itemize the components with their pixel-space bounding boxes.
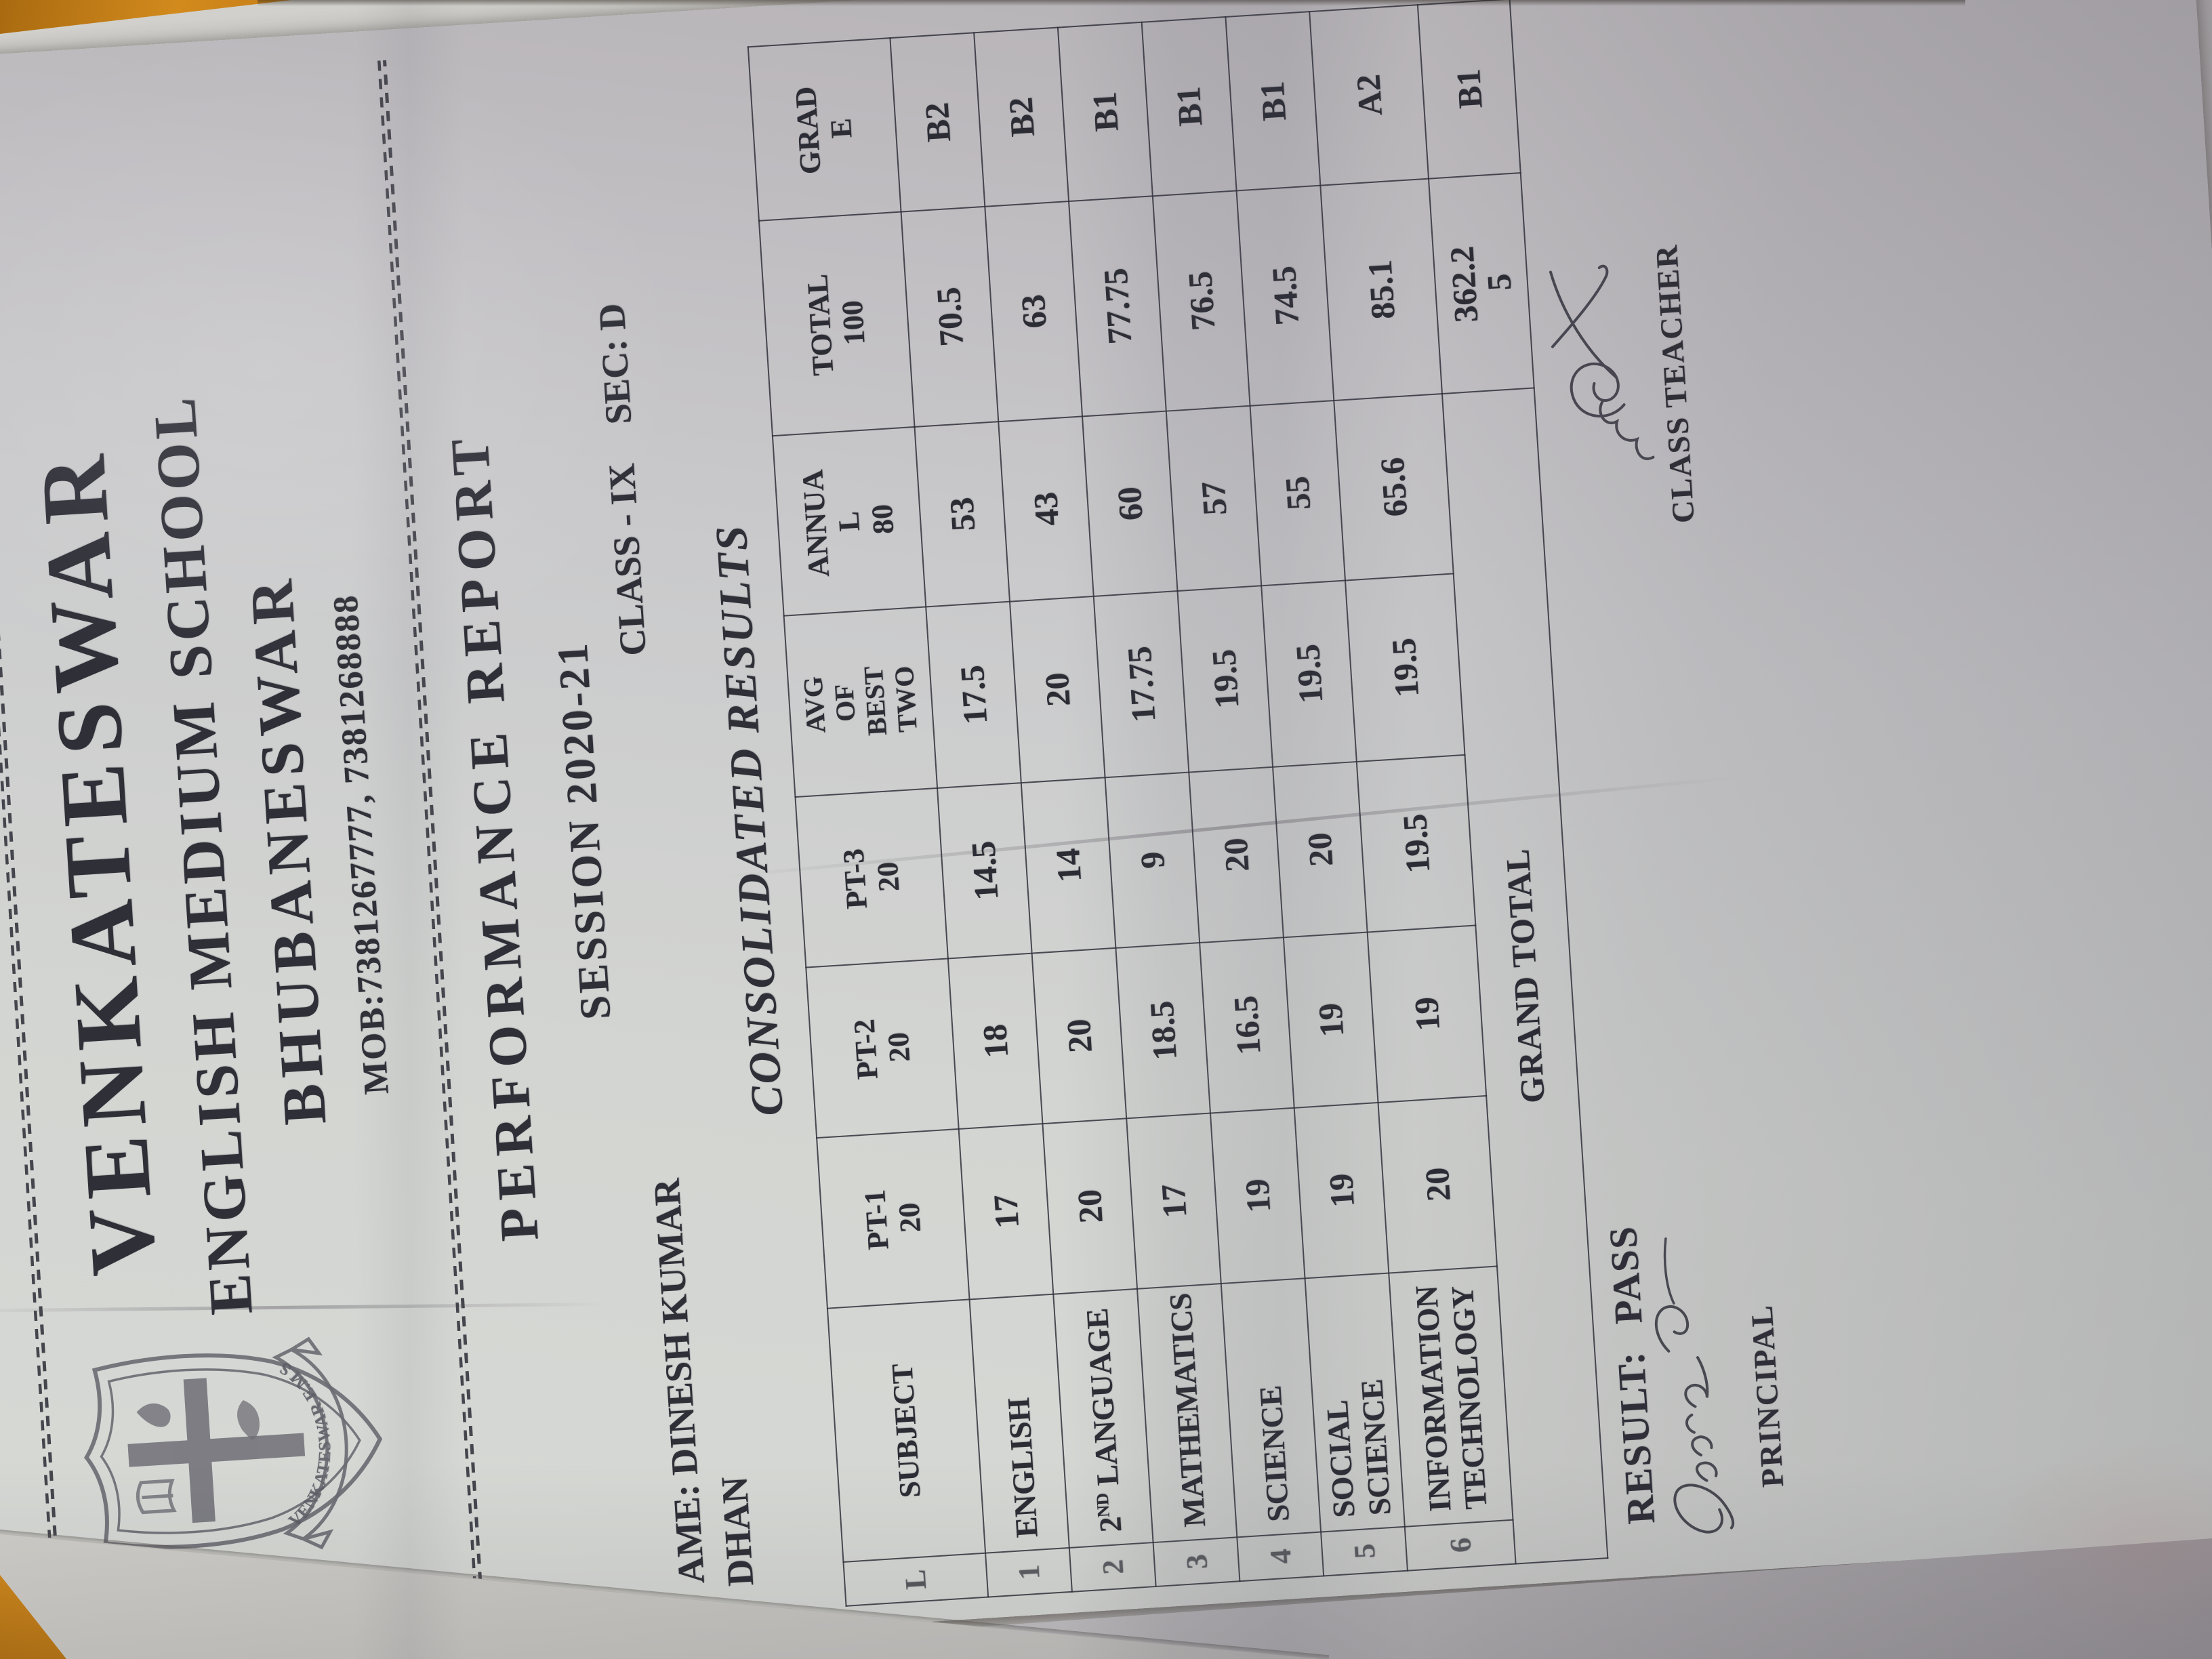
cell-total: 76.5 [1152, 190, 1250, 411]
sl-cell: 1 [985, 1547, 1072, 1597]
cell-total: 85.1 [1320, 178, 1442, 401]
col-header-subject: SUBJECT [827, 1299, 986, 1562]
subject-text: LANGUAGE [1079, 1307, 1126, 1494]
cell-pt1: 19 [1294, 1103, 1389, 1279]
cell-pt3: 14 [1021, 777, 1116, 954]
cell-grade: B1 [1141, 16, 1237, 197]
cell-pt3: 14.5 [937, 783, 1032, 959]
cell-grade: A2 [1309, 5, 1429, 186]
cell-total: 77.75 [1069, 196, 1166, 417]
crest-bird-icon [237, 1400, 260, 1441]
col-header-annual: ANNUA L 80 [772, 426, 926, 616]
crest-book-icon [136, 1479, 177, 1515]
class-section-line: CLASS - IX SEC: D [590, 302, 655, 657]
cell-avg: 19.5 [1177, 586, 1273, 773]
cell-total: 74.5 [1236, 185, 1334, 406]
cell-avg: 19.5 [1345, 573, 1465, 762]
subject-cell: MATHEMATICS [1137, 1284, 1237, 1543]
subject-cell: ENGLISH [969, 1294, 1069, 1553]
cell-avg: 19.5 [1261, 580, 1357, 767]
subject-cell: SCIENCE [1221, 1278, 1322, 1538]
col-header-avg-of-best-two: AVG OF BEST TWO [783, 607, 938, 798]
grand-total-value: 362.2 5 [1429, 173, 1534, 394]
subject-line: SOCIAL SCIENCE [1319, 1378, 1397, 1519]
section-label: SEC: D [590, 302, 640, 426]
cell-annual: 57 [1166, 405, 1262, 592]
cell-pt2: 16.5 [1200, 937, 1294, 1113]
cell-annual: 55 [1250, 401, 1345, 586]
principal-signature [1654, 1237, 1735, 1534]
col-header-pt1: PT-1 20 [817, 1128, 970, 1309]
class-label: CLASS - IX [600, 462, 654, 657]
col-header-pt2: PT-2 20 [806, 958, 959, 1139]
ordinal-sup: ND [1092, 1492, 1113, 1519]
crest-cross-icon [127, 1433, 306, 1467]
cell-annual: 53 [914, 422, 1010, 607]
col-header-pt3: PT-3 20 [795, 787, 948, 968]
col-header-grade: GRAD E [747, 38, 901, 221]
subject-line: SCIENCE [1252, 1385, 1296, 1523]
cell-pt2: 19 [1283, 932, 1378, 1108]
subject-text: 2 [1092, 1516, 1128, 1534]
class-teacher-signature [1549, 264, 1655, 460]
cell-annual: 65.6 [1334, 394, 1454, 581]
paper-top-edge-shadow [258, 0, 1965, 6]
sl-cell: 3 [1153, 1537, 1240, 1586]
cell-pt2: 20 [1031, 947, 1127, 1124]
cell-annual: 60 [1082, 411, 1178, 596]
subject-cell: SOCIAL SCIENCE [1305, 1273, 1405, 1532]
sl-cell: 2 [1069, 1542, 1156, 1592]
subject-line: ENGLISH [1000, 1397, 1044, 1539]
col-header-total: TOTAL 100 [758, 211, 915, 436]
cell-total: 70.5 [901, 206, 999, 427]
student-name-line2: DHAN [713, 1475, 762, 1588]
sl-cell: 4 [1237, 1532, 1324, 1582]
cell-grade: B2 [890, 33, 985, 212]
sl-cell: 6 [1404, 1519, 1516, 1571]
cell-grade: B2 [974, 27, 1069, 207]
cell-grade: B1 [1225, 12, 1321, 191]
cell-pt1: 17 [958, 1124, 1054, 1300]
subject-cell: INFORMATION TECHNOLOGY [1389, 1266, 1513, 1527]
cell-pt1: 20 [1042, 1118, 1138, 1294]
cell-pt2: 18 [947, 953, 1043, 1129]
cell-pt3: 20 [1273, 762, 1368, 938]
cell-pt2: 18.5 [1115, 943, 1210, 1119]
cell-avg: 17.75 [1093, 591, 1189, 778]
student-name-line: AME: DINESH KUMAR [645, 1177, 712, 1585]
cell-pt3: 20 [1189, 766, 1284, 943]
cell-avg: 20 [1009, 596, 1105, 783]
grand-total-grade: B1 [1417, 0, 1521, 179]
cell-pt1: 19 [1210, 1107, 1305, 1284]
results-table: L SUBJECT PT-1 20 PT-2 20 PT-3 20 AVG OF BEST… [747, 0, 1609, 1607]
cell-pt3: 19.5 [1356, 754, 1476, 933]
cell-pt3: 9 [1105, 772, 1200, 948]
cell-pt1: 17 [1126, 1113, 1221, 1289]
subject-line: MATHEMATICS [1162, 1292, 1212, 1528]
col-header-sl: L [843, 1553, 989, 1606]
crest-flame-icon [136, 1403, 171, 1427]
cell-grade: B1 [1057, 22, 1153, 202]
sl-cell: 5 [1321, 1526, 1408, 1576]
cell-total: 63 [985, 201, 1083, 422]
school-crest-icon: VENKATESWAR E.M SCHOOL [67, 1336, 383, 1574]
cell-annual: 43 [998, 416, 1094, 602]
subject-cell: 2ND LANGUAGE [1053, 1288, 1153, 1548]
cell-pt2: 19 [1367, 925, 1487, 1103]
cell-pt1: 20 [1378, 1095, 1497, 1273]
cell-avg: 17.5 [926, 601, 1021, 788]
